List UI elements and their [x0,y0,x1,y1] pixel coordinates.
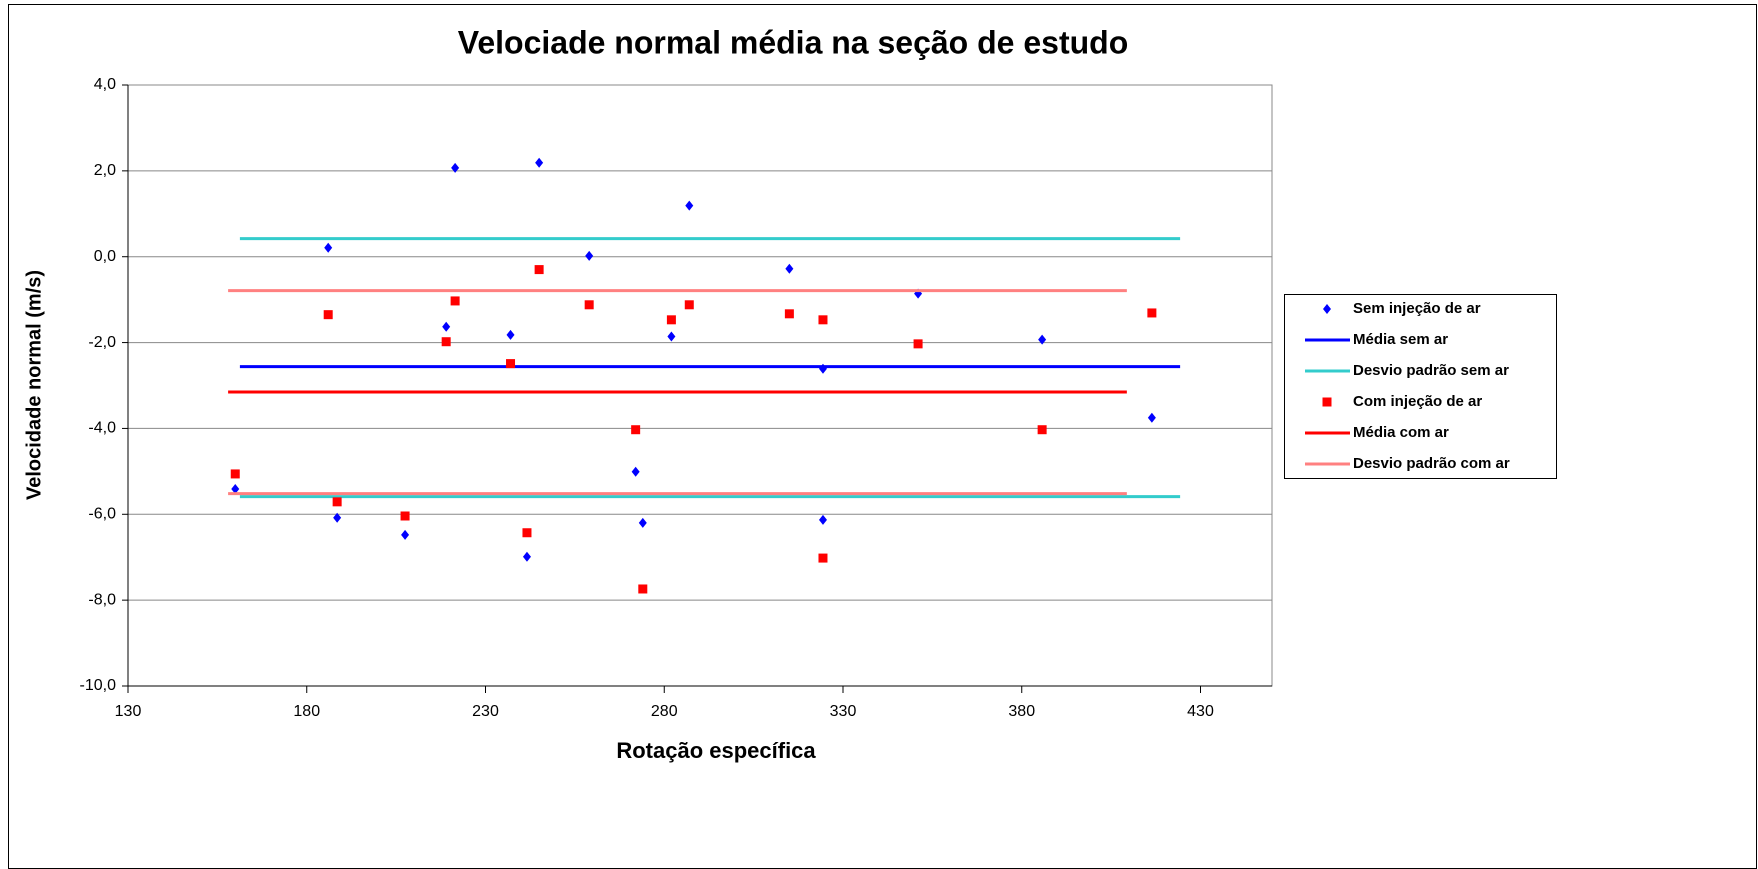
legend-label: Sem injeção de ar [1353,300,1481,317]
series-line [228,289,1127,496]
legend-swatch [1322,397,1332,407]
legend-label: Desvio padrão sem ar [1353,362,1509,379]
x-tick-label: 380 [1008,703,1035,720]
data-point [442,321,451,332]
y-tick-label: 2,0 [94,162,116,179]
legend-label: Com injeção de ar [1353,393,1482,410]
data-point [818,315,828,325]
y-tick-label: -8,0 [88,591,116,608]
data-point [506,359,516,369]
data-point [818,553,828,563]
legend-box [1284,294,1557,479]
data-point [535,157,544,168]
y-tick-label: 4,0 [94,76,116,93]
data-point [230,469,240,479]
y-tick-label: -10,0 [80,677,117,694]
x-tick-label: 230 [472,703,499,720]
data-point [522,528,532,538]
data-point [784,309,794,319]
plot-area [127,84,1273,687]
legend-label: Média com ar [1353,424,1449,441]
data-point [1147,308,1157,318]
x-tick-label: 430 [1187,703,1214,720]
data-point [522,551,531,562]
data-point [638,584,648,594]
data-point [631,425,641,435]
y-tick-label: -6,0 [88,506,116,523]
data-point [231,483,240,494]
data-point [451,162,460,173]
y-axis-label: Velocidade normal (m/s) [23,270,45,500]
data-point [506,329,515,340]
data-point [785,263,794,274]
data-point [534,265,544,275]
legend-swatch [1323,304,1331,314]
data-point [441,337,451,347]
data-point [323,310,333,320]
data-point [667,331,676,342]
data-point [400,511,410,521]
chart-title: Velociade normal média na seção de estud… [458,24,1128,60]
x-tick-label: 330 [830,703,857,720]
data-point [1147,412,1156,423]
data-point [913,339,923,349]
data-point [324,242,333,253]
data-point [684,300,694,310]
data-point [584,300,594,310]
data-point [401,529,410,540]
y-tick-label: -2,0 [88,334,116,351]
x-tick-label: 280 [651,703,678,720]
data-point [631,466,640,477]
data-point [818,514,827,525]
legend-label: Desvio padrão com ar [1353,455,1510,472]
data-point [585,250,594,261]
x-tick-label: 130 [115,703,142,720]
x-axis-label: Rotação específica [616,738,816,763]
y-tick-label: -4,0 [88,420,116,437]
series-line [239,237,1181,499]
data-point [332,497,342,507]
data-point [685,200,694,211]
data-point [450,296,460,306]
data-point [1038,334,1047,345]
x-tick-label: 180 [293,703,320,720]
data-point [638,517,647,528]
legend-label: Média sem ar [1353,331,1448,348]
y-tick-label: 0,0 [94,248,116,265]
data-point [333,512,342,523]
data-point [1037,425,1047,435]
data-point [666,315,676,325]
